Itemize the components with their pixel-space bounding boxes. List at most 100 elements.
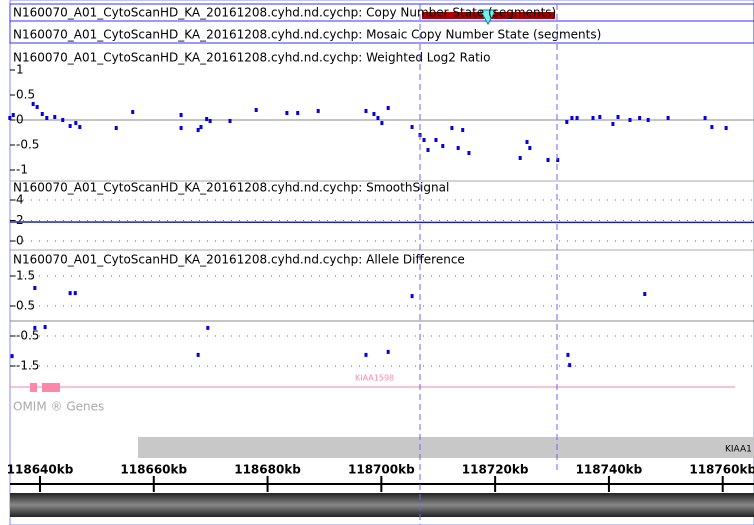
- point: [372, 112, 376, 116]
- point: [628, 118, 632, 122]
- point: [666, 116, 670, 120]
- y-tick-label: 0: [16, 234, 24, 248]
- header-title: N160070_A01_CytoScanHD_KA_20161208.cyhd.…: [13, 6, 556, 20]
- point: [591, 116, 595, 120]
- point: [461, 128, 465, 132]
- point: [410, 125, 414, 129]
- point: [598, 115, 602, 119]
- point: [40, 112, 44, 116]
- point: [575, 116, 579, 120]
- track-title: N160070_A01_CytoScanHD_KA_20161208.cyhd.…: [13, 253, 465, 267]
- exon: [42, 383, 60, 392]
- point: [710, 125, 714, 129]
- point: [456, 146, 460, 150]
- point: [11, 113, 15, 117]
- point: [114, 126, 118, 130]
- point: [254, 108, 258, 112]
- point: [364, 109, 368, 113]
- refseq-bar: [138, 437, 754, 458]
- ruler-label: 118680kb: [234, 463, 301, 477]
- ruler-label: 118700kb: [348, 463, 415, 477]
- ruler-label: 118660kb: [120, 463, 187, 477]
- chromosome-bar: [10, 493, 754, 517]
- point: [199, 125, 203, 129]
- y-tick-label: 4: [16, 193, 24, 207]
- point: [611, 122, 615, 126]
- exon: [30, 383, 37, 392]
- point: [61, 118, 65, 122]
- point: [570, 116, 574, 120]
- point: [228, 119, 232, 123]
- y-tick-label: -1: [16, 163, 28, 177]
- y-tick-label: -0.5: [16, 138, 39, 152]
- track-title: N160070_A01_CytoScanHD_KA_20161208.cyhd.…: [13, 181, 449, 195]
- point: [196, 128, 200, 132]
- point: [643, 292, 647, 296]
- point: [556, 158, 560, 162]
- point: [78, 125, 82, 129]
- point: [376, 116, 380, 120]
- point: [45, 116, 49, 120]
- point: [566, 352, 570, 357]
- point: [74, 121, 78, 125]
- point: [422, 138, 426, 142]
- point: [205, 117, 209, 121]
- y-tick-label: 1.5: [16, 269, 35, 283]
- header-title: N160070_A01_CytoScanHD_KA_20161208.cyhd.…: [13, 28, 601, 42]
- point: [703, 116, 707, 120]
- refseq-label: KIAA1: [725, 445, 752, 455]
- point: [179, 113, 183, 117]
- y-tick-label: 1: [16, 63, 24, 77]
- point: [364, 352, 368, 357]
- point: [434, 138, 438, 142]
- point: [296, 111, 300, 115]
- ruler-label: 118760kb: [689, 463, 754, 477]
- gene-label: KIAA1598: [355, 374, 394, 383]
- point: [380, 121, 384, 125]
- header-row: [9, 20, 754, 44]
- point: [73, 291, 77, 296]
- ruler-label: 118640kb: [7, 463, 74, 477]
- point: [68, 124, 72, 128]
- point: [386, 106, 390, 110]
- point: [467, 151, 471, 155]
- point: [616, 115, 620, 119]
- point: [525, 140, 529, 144]
- point: [208, 119, 212, 123]
- point: [33, 286, 37, 290]
- point: [638, 116, 642, 120]
- point: [31, 102, 35, 106]
- point: [565, 120, 569, 124]
- point: [386, 349, 390, 354]
- point: [646, 118, 650, 122]
- point: [410, 294, 414, 299]
- point: [8, 116, 12, 120]
- point: [441, 144, 445, 148]
- point: [35, 105, 39, 109]
- point: [426, 148, 430, 152]
- point: [568, 363, 572, 368]
- point: [724, 126, 728, 130]
- y-tick-label: 0.5: [16, 299, 35, 313]
- point: [206, 325, 210, 330]
- y-tick-label: -1.5: [16, 359, 39, 373]
- point: [450, 126, 454, 130]
- y-tick-label: 0.5: [16, 88, 35, 102]
- omim-label: OMIM ® Genes: [13, 400, 104, 414]
- point: [518, 156, 522, 160]
- point: [196, 352, 200, 357]
- point: [33, 325, 37, 330]
- ruler-label: 118740kb: [576, 463, 643, 477]
- track-title: N160070_A01_CytoScanHD_KA_20161208.cyhd.…: [13, 51, 490, 65]
- cursor[interactable]: [479, 9, 497, 26]
- y-tick-label: -0.5: [16, 329, 39, 343]
- y-tick-label: 0: [16, 113, 24, 127]
- point: [53, 115, 57, 119]
- point: [43, 325, 47, 329]
- point: [528, 146, 532, 150]
- point: [10, 354, 14, 359]
- point: [285, 111, 289, 115]
- ruler-label: 118720kb: [462, 463, 529, 477]
- point: [131, 110, 135, 114]
